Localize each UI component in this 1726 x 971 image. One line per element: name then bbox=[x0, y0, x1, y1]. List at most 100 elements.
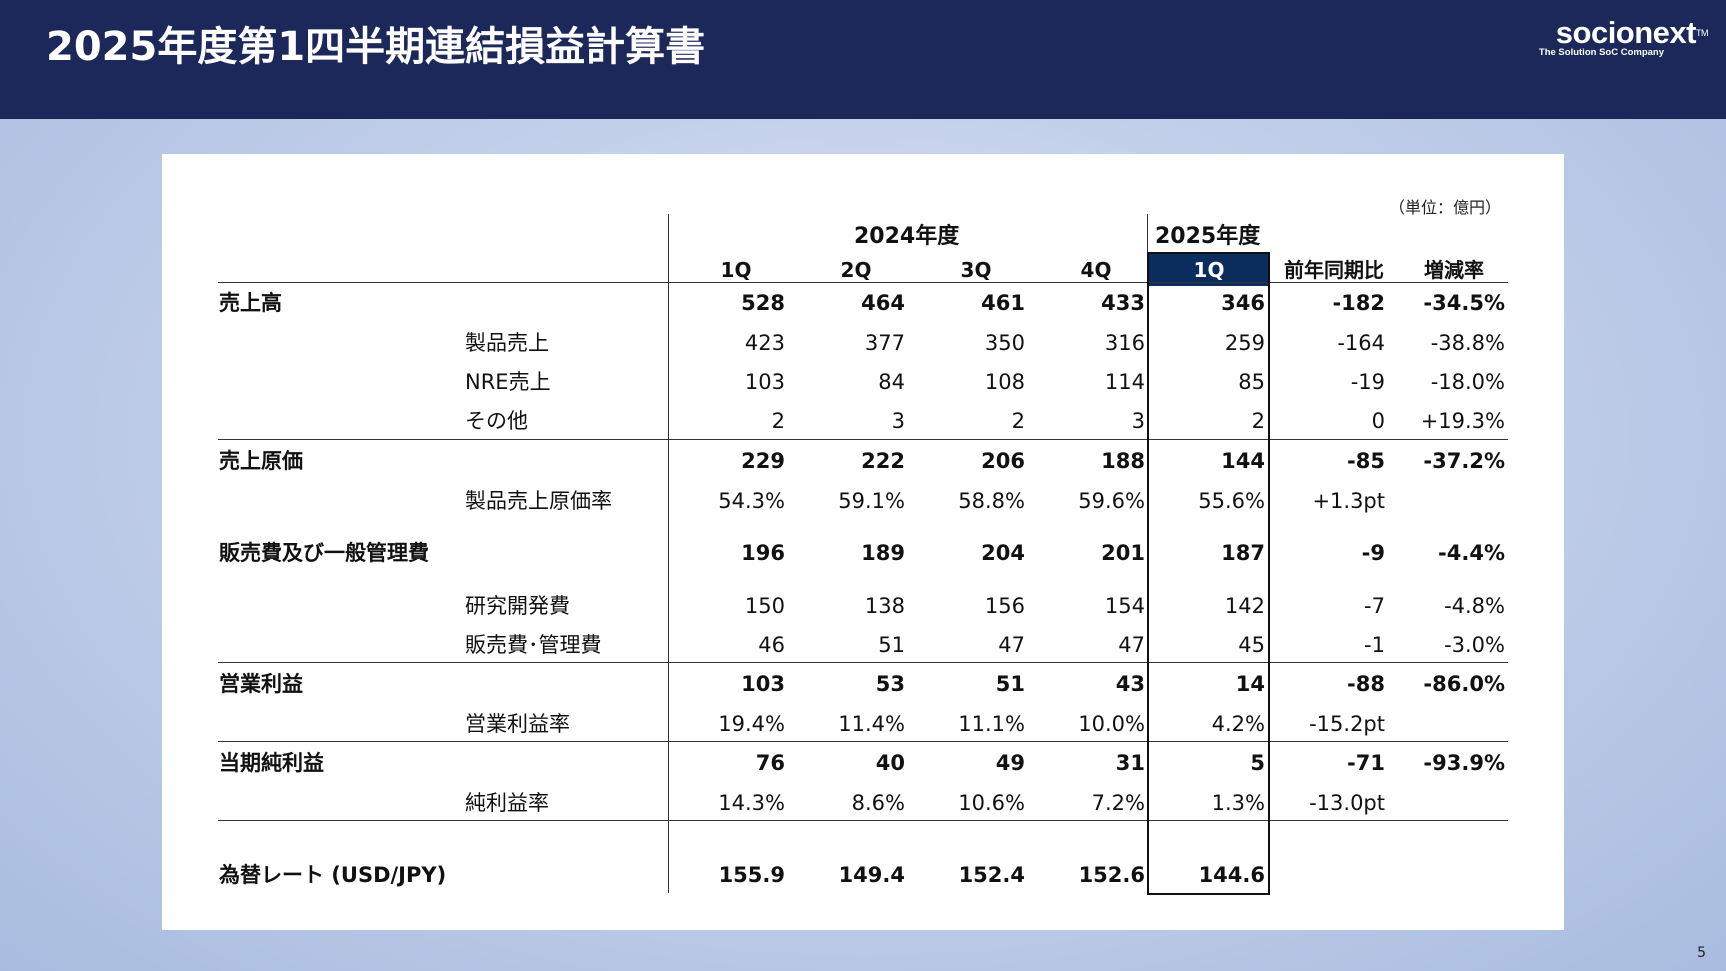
table-cell: 114 bbox=[1104, 370, 1145, 394]
table-cell: 423 bbox=[744, 331, 785, 355]
table-cell: 229 bbox=[741, 449, 785, 473]
row-label: その他 bbox=[465, 409, 528, 433]
table-cell: 103 bbox=[744, 370, 785, 394]
table-cell: -93.9% bbox=[1423, 751, 1505, 775]
table-cell: 14.3% bbox=[718, 791, 785, 815]
table-cell: 7.2% bbox=[1091, 791, 1145, 815]
table-cell: 85 bbox=[1238, 370, 1265, 394]
table-cell: 152.4 bbox=[958, 863, 1025, 887]
table-cell: 45 bbox=[1238, 633, 1265, 657]
column-divider bbox=[668, 214, 669, 893]
company-logo: socionextTM The Solution SoC Company bbox=[1528, 16, 1709, 58]
table-cell: 40 bbox=[875, 751, 905, 775]
row-label: 為替レート (USD/JPY) bbox=[219, 863, 447, 887]
column-header: 前年同期比 bbox=[1284, 258, 1384, 282]
table-cell: 206 bbox=[981, 449, 1025, 473]
unit-note: （単位：億円） bbox=[1388, 198, 1501, 217]
table-cell: 5 bbox=[1250, 751, 1265, 775]
column-header: 1Q bbox=[720, 258, 752, 282]
slide-title: 2025年度第1四半期連結損益計算書 bbox=[46, 24, 706, 70]
table-rule bbox=[218, 741, 1508, 742]
table-cell: 154 bbox=[1104, 594, 1145, 618]
table-cell: 155.9 bbox=[718, 863, 785, 887]
table-cell: -37.2% bbox=[1423, 449, 1505, 473]
table-cell: 433 bbox=[1101, 291, 1145, 315]
table-cell: -9 bbox=[1361, 541, 1385, 565]
table-cell: -71 bbox=[1347, 751, 1385, 775]
table-panel: （単位：億円） 2024年度 2025年度 1Q 2Q 3Q 4Q 1Q 前年同期比 増減率… bbox=[162, 154, 1564, 930]
table-cell: 144.6 bbox=[1198, 863, 1265, 887]
table-cell: 51 bbox=[995, 672, 1025, 696]
table-cell: 10.6% bbox=[958, 791, 1025, 815]
table-cell: 346 bbox=[1221, 291, 1265, 315]
table-cell: 1.3% bbox=[1211, 791, 1265, 815]
row-label: 純利益率 bbox=[465, 791, 549, 815]
year-header-2025: 2025年度 bbox=[1155, 224, 1261, 249]
logo-trademark: TM bbox=[1696, 28, 1709, 38]
column-divider bbox=[1147, 214, 1148, 254]
table-cell: +1.3pt bbox=[1312, 489, 1385, 513]
table-cell: 10.0% bbox=[1078, 712, 1145, 736]
table-cell: 103 bbox=[741, 672, 785, 696]
table-cell: 138 bbox=[864, 594, 905, 618]
table-cell: 144 bbox=[1221, 449, 1265, 473]
table-cell: -18.0% bbox=[1430, 370, 1505, 394]
table-cell: 19.4% bbox=[718, 712, 785, 736]
table-cell: 350 bbox=[984, 331, 1025, 355]
table-cell: 461 bbox=[981, 291, 1025, 315]
table-cell: -34.5% bbox=[1423, 291, 1505, 315]
row-label: 販売費･管理費 bbox=[465, 633, 602, 657]
table-rule bbox=[218, 820, 1508, 821]
row-label: 営業利益率 bbox=[465, 712, 570, 736]
table-cell: 222 bbox=[861, 449, 905, 473]
table-cell: 2 bbox=[1011, 409, 1025, 433]
table-cell: 152.6 bbox=[1078, 863, 1145, 887]
table-cell: 58.8% bbox=[958, 489, 1025, 513]
row-label: 研究開発費 bbox=[465, 594, 570, 618]
page-number: 5 bbox=[1697, 945, 1706, 961]
table-cell: -19 bbox=[1350, 370, 1385, 394]
table-cell: 43 bbox=[1115, 672, 1145, 696]
table-cell: -85 bbox=[1347, 449, 1385, 473]
table-cell: 108 bbox=[984, 370, 1025, 394]
table-cell: 49 bbox=[995, 751, 1025, 775]
income-statement-table: 2024年度 2025年度 1Q 2Q 3Q 4Q 1Q 前年同期比 増減率 売上高 528 46… bbox=[162, 154, 1564, 930]
slide-header: 2025年度第1四半期連結損益計算書 socionextTM The Solut… bbox=[0, 0, 1726, 119]
table-cell: 11.1% bbox=[958, 712, 1025, 736]
table-cell: 84 bbox=[878, 370, 905, 394]
logo-tagline: The Solution SoC Company bbox=[1538, 47, 1664, 58]
table-cell: 59.6% bbox=[1078, 489, 1145, 513]
row-label: 売上高 bbox=[219, 291, 282, 315]
table-cell: 196 bbox=[741, 541, 785, 565]
table-cell: 54.3% bbox=[718, 489, 785, 513]
table-cell: 316 bbox=[1104, 331, 1145, 355]
table-cell: 47 bbox=[998, 633, 1025, 657]
table-cell: 156 bbox=[984, 594, 1025, 618]
table-cell: 51 bbox=[878, 633, 905, 657]
table-cell: -86.0% bbox=[1423, 672, 1505, 696]
table-cell: -1 bbox=[1364, 633, 1385, 657]
column-header: 1Q bbox=[1149, 254, 1269, 286]
table-cell: -164 bbox=[1337, 331, 1385, 355]
table-rule bbox=[218, 662, 1508, 663]
table-cell: -182 bbox=[1332, 291, 1385, 315]
table-cell: 188 bbox=[1101, 449, 1145, 473]
table-cell: 201 bbox=[1101, 541, 1145, 565]
table-cell: 0 bbox=[1371, 409, 1385, 433]
table-cell: 528 bbox=[741, 291, 785, 315]
table-cell: -3.0% bbox=[1444, 633, 1505, 657]
table-cell: -15.2pt bbox=[1309, 712, 1385, 736]
table-cell: 259 bbox=[1224, 331, 1265, 355]
table-cell: -13.0pt bbox=[1309, 791, 1385, 815]
row-label: 売上原価 bbox=[219, 449, 303, 473]
table-cell: 31 bbox=[1115, 751, 1145, 775]
row-label: 製品売上 bbox=[465, 331, 549, 355]
table-cell: 3 bbox=[891, 409, 905, 433]
table-cell: -7 bbox=[1364, 594, 1385, 618]
table-cell: +19.3% bbox=[1420, 409, 1505, 433]
table-cell: 14 bbox=[1235, 672, 1265, 696]
table-cell: -38.8% bbox=[1430, 331, 1505, 355]
table-cell: 59.1% bbox=[838, 489, 905, 513]
row-label: NRE売上 bbox=[465, 370, 551, 394]
table-cell: 4.2% bbox=[1211, 712, 1265, 736]
